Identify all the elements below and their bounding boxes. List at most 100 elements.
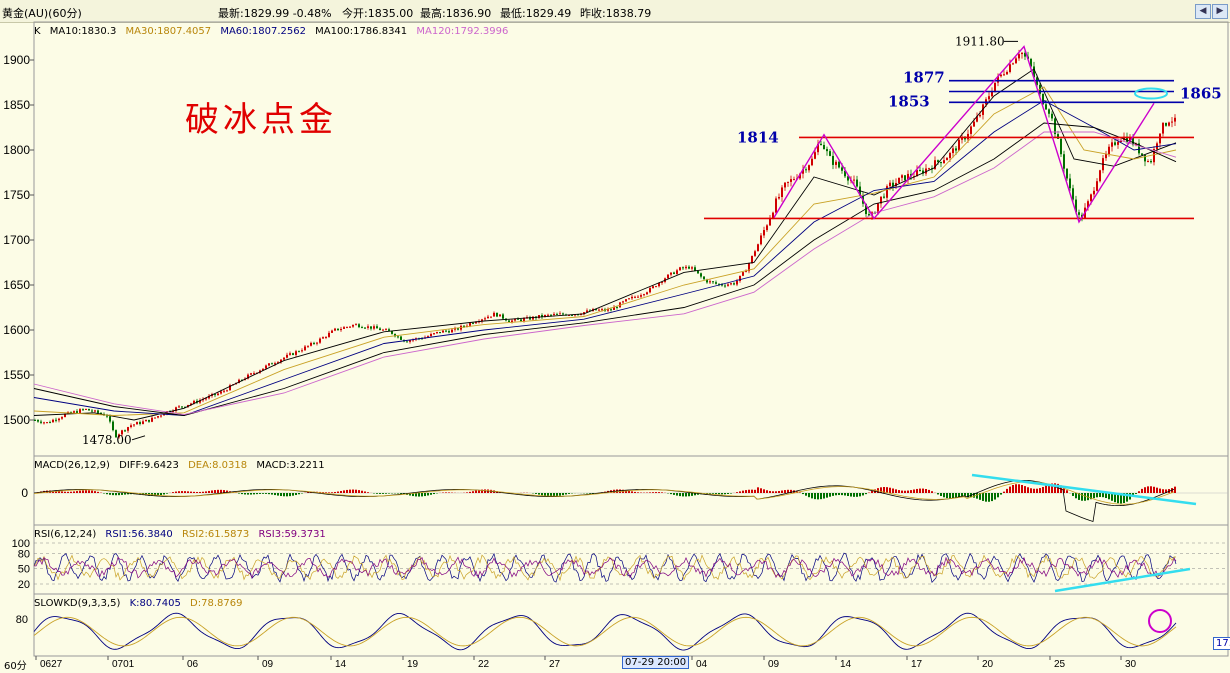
macd-bar xyxy=(334,491,336,493)
macd-bar xyxy=(295,493,297,496)
macd-bar xyxy=(928,489,930,493)
candle-body xyxy=(283,357,285,360)
candle-body xyxy=(634,296,636,298)
macd-bar xyxy=(85,490,87,493)
candle-body xyxy=(355,324,357,326)
candle-body xyxy=(250,373,252,375)
rsi-tick-label: 50 xyxy=(18,564,30,576)
nav-right-icon[interactable]: ▶ xyxy=(1212,4,1228,19)
candle-body xyxy=(1147,161,1149,163)
legend-ma30: MA30:1807.4057 xyxy=(125,26,212,37)
candle-body xyxy=(223,390,225,392)
candle-body xyxy=(700,273,702,277)
candle-body xyxy=(124,430,126,432)
macd-bar xyxy=(898,490,900,493)
candle-body xyxy=(1018,54,1020,59)
macd-bar xyxy=(385,493,387,494)
peak-label: 1911.80 xyxy=(955,34,1005,48)
candle-body xyxy=(406,341,408,343)
macd-bar xyxy=(106,493,108,495)
macd-bar xyxy=(328,492,330,493)
rsi-divergence-line xyxy=(1054,567,1191,593)
candle-body xyxy=(556,313,558,315)
macd-bar xyxy=(1102,493,1104,498)
period-label[interactable]: 60分 xyxy=(4,661,27,672)
candle-body xyxy=(193,400,195,404)
macd-bar xyxy=(271,493,273,495)
macd-bar xyxy=(1024,486,1026,493)
macd-bar xyxy=(832,493,834,496)
low-price: 最低:1829.49 xyxy=(500,7,572,20)
candle-body xyxy=(469,322,471,326)
candle-body xyxy=(1171,121,1173,123)
macd-dea: DEA:8.0318 xyxy=(188,460,248,471)
macd-bar xyxy=(250,493,252,495)
candle-body xyxy=(1012,63,1014,65)
candle-body xyxy=(1105,154,1107,159)
candle-body xyxy=(745,271,747,273)
macd-bar xyxy=(1111,493,1113,501)
candle-body xyxy=(391,330,393,334)
macd-diff-line xyxy=(33,480,1175,523)
candle-body xyxy=(652,286,654,289)
macd-bar xyxy=(61,491,63,493)
macd-bar xyxy=(811,493,813,499)
nav-left-icon[interactable]: ◀ xyxy=(1195,4,1211,19)
candle-body xyxy=(421,338,423,340)
candle-body xyxy=(517,318,519,320)
macd-bar xyxy=(688,493,690,497)
macd-bar xyxy=(1054,483,1056,493)
macd-bar xyxy=(88,490,90,493)
macd-bar xyxy=(325,492,327,493)
macd-bar xyxy=(829,493,831,497)
candle-body xyxy=(349,326,351,328)
macd-bar xyxy=(904,490,906,493)
macd-bar xyxy=(181,491,183,493)
candle-body xyxy=(898,177,900,183)
candle-body xyxy=(379,328,381,331)
macd-bar xyxy=(253,493,255,495)
candle-body xyxy=(337,328,339,331)
candle-body xyxy=(1111,142,1113,147)
candle-body xyxy=(595,309,597,311)
candle-body xyxy=(481,319,483,322)
candle-body xyxy=(826,149,828,152)
macd-bar xyxy=(988,493,990,502)
candle-body xyxy=(988,96,990,100)
candle-body xyxy=(451,329,453,333)
candle-body xyxy=(1144,155,1146,162)
ma-line-ma10 xyxy=(33,68,1177,421)
macd-bar xyxy=(778,490,780,493)
macd-bar xyxy=(193,491,195,493)
candle-body xyxy=(1030,58,1032,67)
macd-bar xyxy=(787,489,789,493)
candle-body xyxy=(289,353,291,355)
candle-body xyxy=(409,340,411,342)
macd-bar xyxy=(1087,493,1089,501)
candle-body xyxy=(331,330,333,333)
macd-bar xyxy=(997,493,999,498)
macd-bar xyxy=(238,493,240,494)
macd-bar xyxy=(1021,484,1023,493)
candle-body xyxy=(991,91,993,97)
candle-body xyxy=(853,179,855,181)
candle-body xyxy=(1114,142,1116,145)
macd-bar xyxy=(763,489,765,493)
macd-bar xyxy=(883,486,885,493)
kd-legend: SLOWKD(9,3,3,5) K:80.7405 D:78.8769 xyxy=(34,598,248,612)
candle-body xyxy=(727,284,729,286)
candle-body xyxy=(970,126,972,134)
macd-bar xyxy=(943,493,945,498)
candle-body xyxy=(1150,161,1152,163)
macd-bar xyxy=(766,490,768,493)
macd-bar xyxy=(544,493,546,496)
macd-bar xyxy=(1051,483,1053,493)
macd-bar xyxy=(784,490,786,493)
candle-body xyxy=(487,316,489,319)
candle-body xyxy=(679,267,681,271)
candle-body xyxy=(577,314,579,316)
candle-body xyxy=(475,322,477,324)
candle-body xyxy=(919,170,921,172)
macd-divergence-line xyxy=(971,473,1197,506)
candle-body xyxy=(85,408,87,410)
